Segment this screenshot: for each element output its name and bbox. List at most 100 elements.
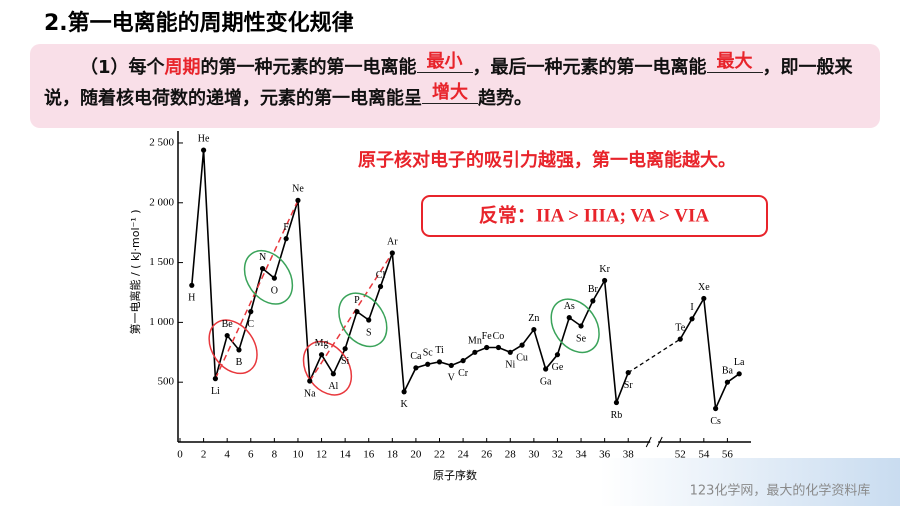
data-point: [484, 344, 490, 351]
point-label: Ca: [410, 351, 422, 362]
x-tick-label: 52: [675, 449, 686, 461]
data-point: [342, 346, 348, 352]
x-tick-label: 2: [201, 449, 207, 461]
question-text: 的第一种元素的第一电离能: [200, 57, 417, 78]
data-point: [460, 358, 466, 364]
point-label: B: [236, 357, 243, 368]
point-label: Sc: [423, 348, 434, 359]
axis-break: [645, 436, 663, 448]
question: （1）每个周期的第一种元素的第一电离能 最小 ，最后一种元素的第一电离能 最大 ，即一般…: [44, 51, 866, 114]
x-tick-label: 16: [363, 449, 375, 461]
point-label: N: [259, 252, 266, 263]
point-label: F: [283, 222, 289, 233]
point-label: H: [188, 293, 195, 304]
point-label: Ge: [552, 362, 564, 373]
point-label: Rb: [611, 410, 623, 421]
point-label: Fe: [482, 331, 493, 342]
data-point: [701, 295, 707, 302]
point-label: Xe: [698, 282, 710, 293]
data-point: [401, 389, 407, 395]
data-point: [330, 371, 336, 377]
trend-line: [309, 252, 393, 382]
data-point: [590, 298, 596, 304]
question-text: ，最后一种元素的第一电离能: [472, 57, 707, 78]
data-point: [448, 362, 454, 369]
point-label: V: [448, 373, 456, 384]
data-point: [566, 315, 572, 321]
answer-blank: 增大: [422, 82, 478, 104]
point-label: I: [690, 302, 693, 313]
data-point: [495, 344, 502, 351]
point-label: Ga: [540, 376, 552, 387]
data-point: [531, 326, 537, 333]
series-line: [679, 295, 740, 412]
x-tick-label: 32: [552, 449, 563, 461]
point-label: Se: [576, 333, 587, 344]
point-label: Te: [675, 322, 685, 333]
point-label: Na: [304, 388, 316, 399]
data-point: [236, 347, 242, 353]
slide-title: 2.第一电离能的周期性变化规律: [44, 10, 354, 36]
x-tick-label: 0: [177, 449, 183, 461]
x-tick-label: 6: [248, 449, 254, 461]
data-point: [248, 309, 254, 315]
y-tick-label: 1 500: [149, 256, 174, 268]
x-axis-label: 原子序数: [433, 468, 477, 482]
point-label: Ni: [505, 360, 515, 371]
data-point: [377, 283, 384, 290]
question-text: 趋势。: [478, 88, 532, 109]
data-point: [271, 275, 277, 281]
data-point: [554, 352, 561, 358]
point-label: Ne: [292, 184, 304, 195]
data-point: [200, 147, 207, 153]
point-label: Al: [328, 381, 338, 392]
question-text: （1）每个: [80, 57, 165, 78]
annotation-box: [421, 195, 768, 237]
data-point: [519, 342, 525, 348]
annotation: 原子核对电子的吸引力越强，第一电离能越大。: [358, 149, 736, 171]
data-point: [425, 361, 431, 367]
point-label: C: [247, 319, 254, 330]
data-point: [318, 352, 325, 358]
y-axis-label: 第一电离能 / ( kJ·mol⁻¹ ): [128, 209, 142, 334]
highlight-ellipse: [338, 292, 388, 348]
series-gap-line: [627, 338, 681, 374]
data-point: [578, 323, 584, 329]
watermark-band: [600, 458, 900, 506]
watermark: 123化学网，最大的化学资料库: [690, 483, 871, 499]
x-tick-label: 54: [698, 449, 710, 461]
point-label: Be: [222, 319, 234, 330]
x-tick-label: 4: [224, 449, 230, 461]
highlight-ellipse: [550, 298, 600, 354]
answer-blank: 最小: [416, 51, 473, 73]
point-label: Ar: [387, 236, 398, 247]
highlight-ellipse: [208, 319, 258, 375]
point-label: Cl: [376, 270, 386, 281]
point-label: Li: [211, 386, 220, 397]
data-point: [713, 405, 719, 412]
x-tick-label: 18: [387, 449, 399, 461]
x-tick-label: 30: [528, 449, 540, 461]
data-point: [212, 376, 218, 382]
x-tick-label: 36: [599, 449, 611, 461]
x-tick-label: 20: [410, 449, 422, 461]
point-label: Mg: [315, 338, 329, 349]
data-point: [689, 316, 695, 322]
highlight-ellipse: [243, 249, 294, 305]
data-point: [625, 370, 631, 376]
point-label: Zn: [528, 313, 539, 324]
data-point: [613, 399, 620, 406]
point-label: O: [271, 285, 278, 296]
point-label: Br: [588, 284, 599, 295]
x-tick-label: 22: [434, 449, 445, 461]
x-tick-label: 10: [292, 449, 304, 461]
data-point: [677, 336, 683, 342]
question-keyword: 周期: [164, 57, 201, 78]
x-tick-label: 12: [316, 449, 327, 461]
data-point: [602, 277, 608, 284]
x-tick-label: 38: [623, 449, 635, 461]
point-label: P: [354, 295, 360, 306]
data-point: [543, 366, 549, 372]
